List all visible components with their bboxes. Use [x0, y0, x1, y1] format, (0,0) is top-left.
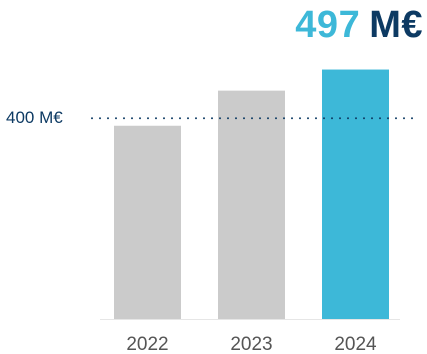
reference-line-dot	[219, 117, 221, 120]
reference-line-dot	[187, 117, 189, 120]
bar-2022	[114, 125, 181, 319]
reference-line-dot	[115, 117, 117, 120]
reference-line-dot	[227, 117, 229, 120]
reference-line-dot	[179, 117, 181, 120]
reference-line-dot	[363, 117, 365, 120]
reference-line-dot	[315, 117, 317, 120]
headline-value: 497	[295, 4, 361, 46]
reference-line-dot	[195, 117, 197, 120]
reference-line-dot	[139, 117, 141, 120]
reference-line-dot	[259, 117, 261, 120]
reference-line-dot	[91, 117, 93, 120]
reference-line-dot	[235, 117, 237, 120]
reference-line-dot	[291, 117, 293, 120]
reference-line-dot	[411, 117, 413, 120]
reference-line-dot	[395, 117, 397, 120]
bar-2024	[322, 69, 389, 320]
reference-line-dot	[251, 117, 253, 120]
reference-line-dot	[107, 117, 109, 120]
reference-line-dot	[171, 117, 173, 120]
reference-line-dot	[147, 117, 149, 120]
x-tick-2022: 2022	[126, 334, 168, 354]
bars-group	[114, 69, 389, 320]
reference-line-dot	[99, 117, 101, 120]
reference-line-dot	[323, 117, 325, 120]
reference-line-dot	[203, 117, 205, 120]
reference-line-label: 400 M€	[6, 108, 63, 128]
reference-line-dots	[91, 117, 413, 120]
headline-unit: M€	[369, 4, 423, 46]
reference-line-dot	[331, 117, 333, 120]
reference-line-dot	[283, 117, 285, 120]
reference-line-dot	[123, 117, 125, 120]
reference-line-dot	[307, 117, 309, 120]
reference-line-dot	[339, 117, 341, 120]
reference-line-dot	[211, 117, 213, 120]
reference-line-dot	[355, 117, 357, 120]
x-axis-ticks: 2022 2023 2024	[126, 334, 377, 354]
reference-line-dot	[299, 117, 301, 120]
reference-line-dot	[379, 117, 381, 120]
x-tick-2024: 2024	[334, 334, 377, 354]
reference-line-dot	[403, 117, 405, 120]
reference-line-dot	[131, 117, 133, 120]
reference-line-dot	[387, 117, 389, 120]
reference-line-dot	[163, 117, 165, 120]
x-tick-2023: 2023	[230, 334, 272, 354]
reference-line-dot	[275, 117, 277, 120]
bar-2023	[218, 90, 285, 319]
reference-line-dot	[243, 117, 245, 120]
headline-total: 497 M€	[295, 2, 423, 48]
reference-line-dot	[155, 117, 157, 120]
reference-line-dot	[347, 117, 349, 120]
reference-line-dot	[267, 117, 269, 120]
reference-line-dot	[371, 117, 373, 120]
